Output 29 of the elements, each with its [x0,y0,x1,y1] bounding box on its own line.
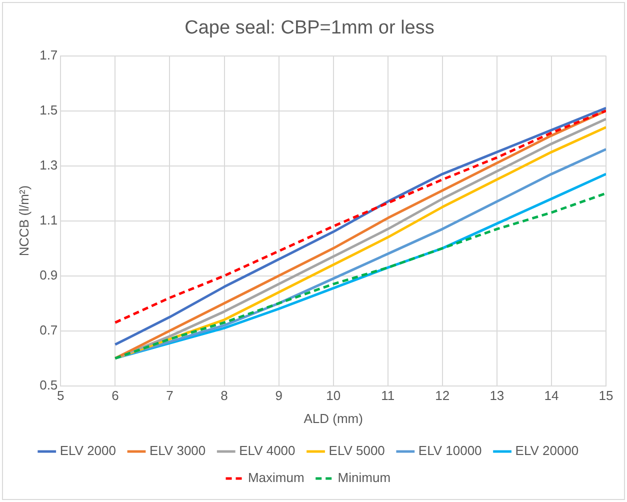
legend-label: ELV 4000 [239,443,296,458]
x-tick-label: 6 [112,388,119,404]
y-tick-label: 0.9 [40,267,58,282]
legend-label: Maximum [248,470,304,486]
y-tick-label: 1.1 [40,212,58,228]
legend-label: ELV 3000 [149,443,206,458]
x-tick-label: 9 [275,388,282,404]
x-tick-label: 12 [435,388,450,404]
y-axis-title: NCCB (l/m²) [16,185,32,256]
legend-label: ELV 10000 [418,443,482,458]
y-tick-label: 1.7 [40,47,58,62]
legend-label: Minimum [338,470,391,486]
legend-label: ELV 5000 [328,443,385,458]
legend-label: ELV 2000 [60,443,116,458]
x-tick-label: 15 [598,388,614,404]
x-axis-title: ALD (mm) [304,410,363,426]
x-tick-label: 13 [490,388,504,404]
x-tick-label: 10 [326,388,341,404]
legend-label: ELV 20000 [515,443,579,458]
x-tick-label: 14 [544,388,559,404]
x-tick-label: 7 [166,388,174,404]
x-tick-label: 5 [57,388,64,404]
x-tick-label: 8 [220,388,228,404]
y-tick-label: 1.3 [40,157,58,172]
y-tick-label: 0.5 [40,377,58,392]
y-tick-label: 1.5 [40,102,58,118]
y-tick-label: 0.7 [40,322,58,338]
chart-title: Cape seal: CBP=1mm or less [184,18,434,39]
x-tick-label: 11 [381,388,395,404]
